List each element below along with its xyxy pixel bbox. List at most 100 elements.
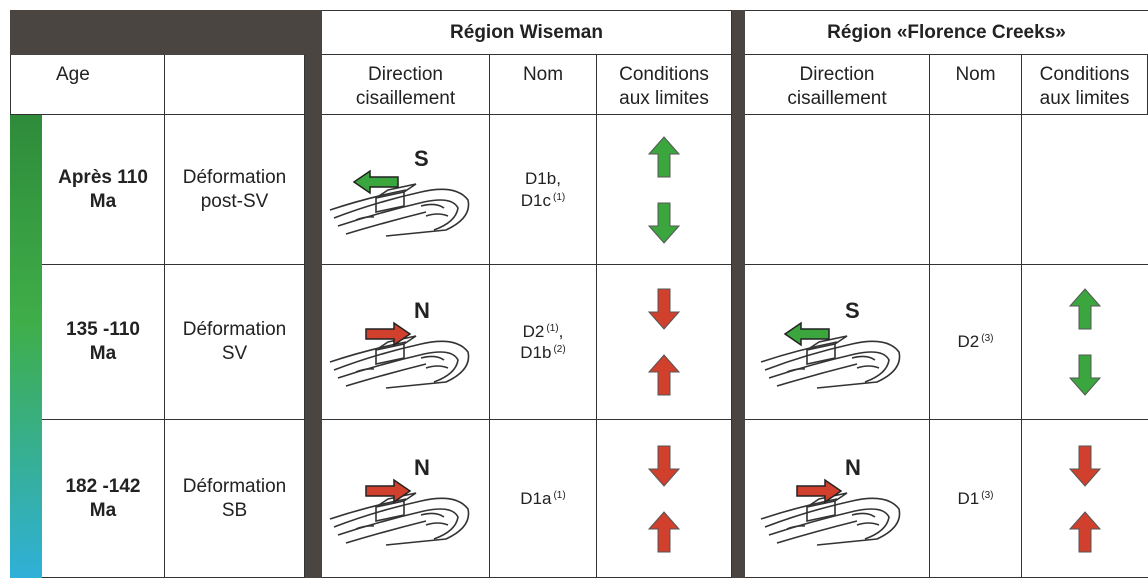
column-header: Conditions [1039, 64, 1130, 85]
region-header: Région Wiseman [322, 10, 732, 55]
nom-line: D2 (1), [523, 321, 564, 342]
note-ref: (3) [981, 489, 994, 501]
column-header: aux limites [1039, 87, 1130, 109]
nom-text: D1 [957, 488, 980, 508]
arrow-down [648, 202, 680, 244]
nom-line: D1b (2) [520, 342, 565, 363]
note-ref: (3) [981, 333, 994, 345]
conditions-cell [1022, 115, 1148, 265]
nom-text: D1b, [525, 169, 561, 189]
shear-sense: N [845, 455, 861, 480]
age-header: Age [10, 55, 165, 115]
note-ref: (1) [546, 322, 559, 334]
shear-icon: S [760, 298, 901, 389]
nom-cell: D2 (1), D1b (2) [490, 265, 597, 420]
deformation-label: Déformation [182, 166, 287, 188]
arrow-up [648, 135, 680, 177]
age-label: Ma [89, 343, 117, 364]
deformation-cell: Déformation SB [165, 420, 305, 578]
direction-cell: N [322, 420, 490, 578]
arrow-down [648, 288, 680, 330]
column-header: Nom [955, 64, 996, 85]
conditions-cell [597, 265, 732, 420]
arrow-down [1069, 445, 1101, 487]
shear-sense: S [845, 298, 860, 323]
column-header: Nom [930, 55, 1022, 115]
nom-text: D1c [520, 190, 551, 210]
nom-text: D1b [520, 343, 552, 362]
shear-icon: N [329, 455, 469, 546]
column-header: Conditions aux limites [597, 55, 732, 115]
nom-cell [930, 115, 1022, 265]
arrow-up [1069, 510, 1101, 552]
age-label: 135 -110 [66, 319, 140, 341]
shear-icon: N [329, 298, 469, 389]
deformation-cell: Déformation post-SV [165, 115, 305, 265]
nom-line: D2 (3) [958, 331, 994, 352]
arrow-down [1069, 354, 1101, 396]
age-cell: 182 -142 Ma [42, 420, 165, 578]
region-title: Région Wiseman [450, 21, 603, 43]
conditions-cell [1022, 265, 1148, 420]
shear-icon: S [329, 146, 469, 237]
column-header: Conditions [619, 64, 709, 85]
nom-text: D2 [957, 332, 980, 352]
age-gradient [10, 115, 42, 578]
deformation-label: Déformation [182, 475, 287, 497]
arrow-up [648, 354, 680, 396]
direction-cell: S [322, 115, 490, 265]
deformation-cell: Déformation SV [165, 265, 305, 420]
punctuation: , [558, 321, 564, 341]
shear-icon: N [760, 455, 901, 546]
separator [732, 10, 745, 578]
column-header: Direction cisaillement [322, 55, 490, 115]
column-header: Conditions aux limites [1022, 55, 1148, 115]
nom-line: D1b, [525, 168, 561, 189]
nom-line: D1c (1) [521, 190, 565, 211]
note-ref: (1) [553, 489, 566, 501]
column-header: cisaillement [355, 87, 456, 109]
deformation-label: post-SV [200, 190, 269, 212]
separator [305, 10, 322, 578]
shear-sense: N [414, 455, 430, 480]
column-header: aux limites [619, 87, 709, 109]
nom-text: D2 [522, 321, 545, 341]
column-header: Direction [799, 64, 875, 85]
deformation-label: SV [221, 343, 248, 364]
direction-cell: N [322, 265, 490, 420]
conditions-cell [597, 420, 732, 578]
age-label: Après 110 [58, 166, 148, 188]
column-header: Age [56, 64, 90, 85]
column-header: Direction cisaillement [745, 55, 930, 115]
age-cell: Après 110 Ma [42, 115, 165, 265]
age-label: Ma [89, 499, 117, 521]
shear-sense: S [414, 146, 429, 171]
region-header: Région «Florence Creeks» [745, 10, 1148, 55]
shear-sense: N [414, 298, 430, 323]
column-header: Nom [490, 55, 597, 115]
region-title: Région «Florence Creeks» [827, 21, 1066, 43]
nom-line: D1a (1) [520, 488, 565, 509]
column-header: Nom [522, 64, 564, 85]
column-header: cisaillement [787, 87, 887, 109]
direction-cell [745, 115, 930, 265]
header-block [10, 10, 322, 55]
arrow-up [648, 510, 680, 552]
nom-cell: D1 (3) [930, 420, 1022, 578]
column-header: Direction [368, 64, 443, 85]
direction-cell: N [745, 420, 930, 578]
age-label: 182 -142 [65, 475, 141, 497]
conditions-cell [1022, 420, 1148, 578]
nom-cell: D2 (3) [930, 265, 1022, 420]
nom-cell: D1b, D1c (1) [490, 115, 597, 265]
nom-cell: D1a (1) [490, 420, 597, 578]
age-label: Ma [89, 190, 117, 212]
age-cell: 135 -110 Ma [42, 265, 165, 420]
deformation-label: Déformation [182, 319, 287, 341]
note-ref: (2) [553, 344, 566, 355]
note-ref: (1) [553, 191, 566, 203]
arrow-down [648, 445, 680, 487]
arrow-up [1069, 288, 1101, 330]
direction-cell: S [745, 265, 930, 420]
